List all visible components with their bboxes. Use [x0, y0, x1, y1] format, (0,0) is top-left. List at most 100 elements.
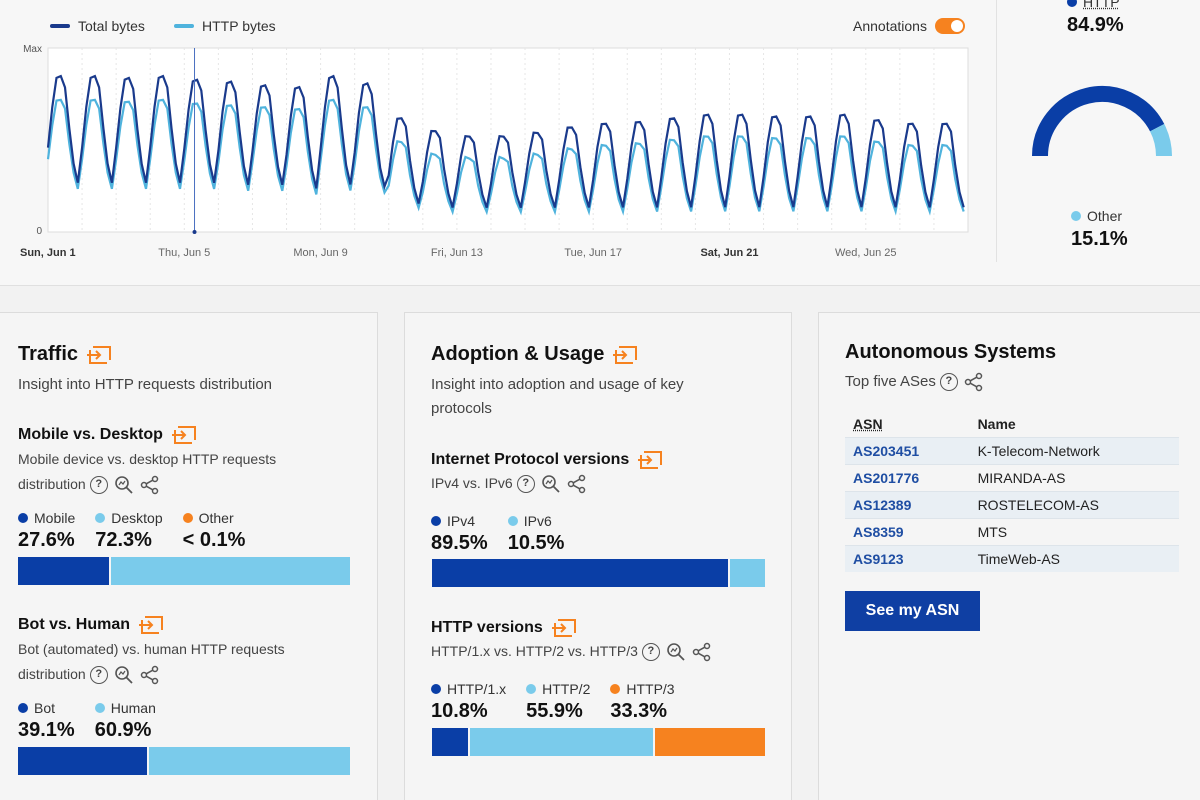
bot-human-bar[interactable] — [18, 747, 350, 775]
asn-name: K-Telecom-Network — [970, 437, 1179, 464]
legend-http1: HTTP/1.x 10.8% — [431, 680, 506, 723]
expand-icon[interactable] — [612, 345, 638, 365]
gauge-http-arc — [1040, 94, 1157, 156]
table-row: AS12389 ROSTELECOM-AS — [845, 491, 1179, 518]
adoption-subtitle-line1: Insight into adoption and usage of key — [431, 373, 761, 397]
bot-dot-icon — [18, 703, 28, 713]
asn-actions: ? — [940, 372, 984, 392]
mobile-desktop-desc-line2: distribution — [18, 474, 86, 495]
asn-link[interactable]: AS203451 — [845, 437, 970, 464]
share-icon[interactable] — [567, 474, 587, 494]
gauge-other-label: Other — [1087, 208, 1122, 224]
expand-icon[interactable] — [138, 615, 164, 635]
line-chart[interactable]: Max 0 Sun, Jun 1 Thu, Jun 5 Mon, Jun 9 Fri, J… — [0, 36, 980, 266]
bot-human-desc-line1: Bot (automated) vs. human HTTP requests — [18, 639, 285, 660]
asn-link[interactable]: AS12389 — [845, 491, 970, 518]
legend-http-bytes[interactable]: HTTP bytes — [174, 18, 276, 34]
share-icon[interactable] — [140, 665, 160, 685]
asn-name: MIRANDA-AS — [970, 464, 1179, 491]
bar-segment-ipv4[interactable] — [432, 559, 728, 587]
explore-icon[interactable] — [114, 475, 134, 495]
help-icon[interactable]: ? — [90, 666, 108, 684]
table-row: AS9123 TimeWeb-AS — [845, 545, 1179, 572]
bar-segment-desktop[interactable] — [111, 557, 350, 585]
legend-ipv4: IPv4 89.5% — [431, 512, 488, 555]
help-icon[interactable]: ? — [517, 475, 535, 493]
explore-icon[interactable] — [666, 642, 686, 662]
bar-segment-http-3[interactable] — [655, 728, 765, 756]
legend-ipv6: IPv6 10.5% — [508, 512, 565, 555]
legend-total-bytes-label: Total bytes — [78, 18, 145, 34]
table-row: AS203451 K-Telecom-Network — [845, 437, 1179, 464]
bar-segment-human[interactable] — [149, 747, 350, 775]
help-icon[interactable]: ? — [642, 643, 660, 661]
annotations-toggle[interactable] — [935, 18, 965, 34]
asn-title-text: Autonomous Systems — [845, 341, 1056, 364]
share-icon[interactable] — [964, 372, 984, 392]
see-my-asn-button[interactable]: See my ASN — [845, 591, 980, 631]
mobile-value: 27.6% — [18, 529, 75, 552]
ip-versions-legend: IPv4 89.5% IPv6 10.5% — [431, 512, 564, 555]
expand-icon[interactable] — [86, 345, 112, 365]
legend-http2: HTTP/2 55.9% — [526, 680, 590, 723]
legend-human: Human 60.9% — [95, 699, 156, 742]
name-column-header[interactable]: Name — [970, 411, 1179, 437]
traffic-card: Traffic Insight into HTTP requests distr… — [0, 312, 378, 800]
share-icon[interactable] — [692, 642, 712, 662]
other-value: < 0.1% — [183, 529, 246, 552]
help-icon[interactable]: ? — [940, 373, 958, 391]
asn-name: TimeWeb-AS — [970, 545, 1179, 572]
gauge-other-arc — [1157, 128, 1164, 156]
ip-versions-bar[interactable] — [432, 559, 765, 587]
http-versions-title: HTTP versions — [431, 618, 577, 638]
traffic-chart-panel: Total bytes HTTP bytes Annotations Max 0 S… — [0, 0, 1200, 286]
bar-segment-http-1-x[interactable] — [432, 728, 468, 756]
asn-link[interactable]: AS201776 — [845, 464, 970, 491]
ip-versions-desc: IPv4 vs. IPv6 ? — [431, 473, 587, 494]
bot-human-desc: Bot (automated) vs. human HTTP requests … — [18, 639, 338, 685]
bar-segment-ipv6[interactable] — [730, 559, 765, 587]
y-max-label: Max — [23, 44, 42, 55]
expand-icon[interactable] — [171, 425, 197, 445]
asn-table-header: ASN Name — [845, 411, 1179, 437]
legend-mobile: Mobile 27.6% — [18, 509, 75, 552]
bar-segment-bot[interactable] — [18, 747, 147, 775]
x-tick-label: Wed, Jun 25 — [835, 247, 897, 259]
x-tick-label: Tue, Jun 17 — [564, 247, 622, 259]
table-row: AS201776 MIRANDA-AS — [845, 464, 1179, 491]
y-zero-label: 0 — [36, 226, 42, 237]
bot-human-legend: Bot 39.1% Human 60.9% — [18, 699, 156, 742]
legend-total-bytes[interactable]: Total bytes — [50, 18, 145, 34]
explore-icon[interactable] — [114, 665, 134, 685]
legend-bot: Bot 39.1% — [18, 699, 75, 742]
bot-human-actions: ? — [90, 665, 160, 685]
ipv4-label: IPv4 — [447, 513, 475, 529]
total-bytes-swatch — [50, 24, 70, 28]
http-versions-legend: HTTP/1.x 10.8% HTTP/2 55.9% HTTP/3 33.3% — [431, 680, 675, 723]
asn-column-header[interactable]: ASN — [845, 411, 970, 437]
share-icon[interactable] — [140, 475, 160, 495]
traffic-title-text: Traffic — [18, 343, 78, 366]
bot-value: 39.1% — [18, 719, 75, 742]
human-value: 60.9% — [95, 719, 156, 742]
mobile-desktop-bar[interactable] — [18, 557, 350, 585]
asn-link[interactable]: AS9123 — [845, 545, 970, 572]
ipv4-dot-icon — [431, 516, 441, 526]
http1-label: HTTP/1.x — [447, 681, 506, 697]
ipv6-dot-icon — [508, 516, 518, 526]
asn-link[interactable]: AS8359 — [845, 518, 970, 545]
mobile-desktop-actions: ? — [90, 475, 160, 495]
http-versions-bar[interactable] — [432, 728, 765, 756]
ipv6-label: IPv6 — [524, 513, 552, 529]
asn-column-label: ASN — [853, 416, 883, 432]
expand-icon[interactable] — [551, 618, 577, 638]
bar-segment-mobile[interactable] — [18, 557, 109, 585]
expand-icon[interactable] — [637, 450, 663, 470]
bar-segment-http-2[interactable] — [470, 728, 654, 756]
explore-icon[interactable] — [541, 474, 561, 494]
help-icon[interactable]: ? — [90, 476, 108, 494]
traffic-subtitle: Insight into HTTP requests distribution — [18, 373, 272, 397]
http3-value: 33.3% — [610, 700, 674, 723]
asn-name: MTS — [970, 518, 1179, 545]
asn-name: ROSTELECOM-AS — [970, 491, 1179, 518]
